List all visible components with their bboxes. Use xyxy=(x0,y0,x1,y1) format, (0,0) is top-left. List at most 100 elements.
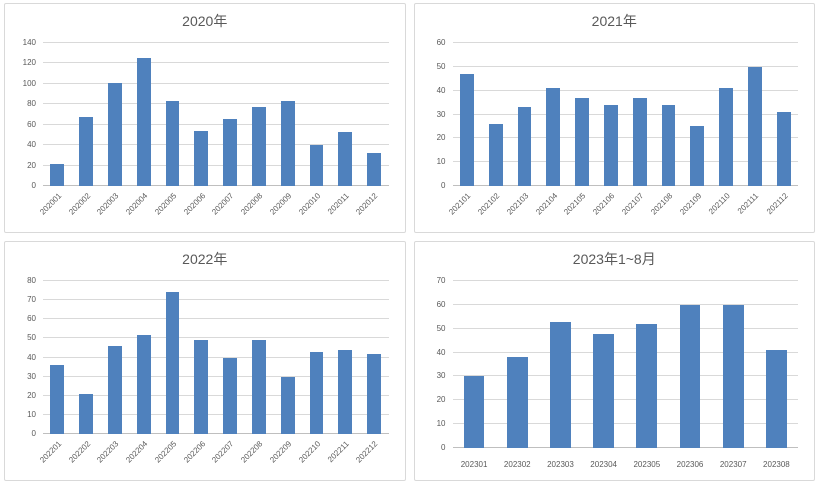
bar-202102 xyxy=(488,124,503,186)
x-tick-label: 202004 xyxy=(124,191,150,217)
y-tick-label: 0 xyxy=(31,429,36,438)
chart-panel-2021[interactable]: 2021年 0 10 20 30 40 50 60 202101 202102 202103 20… xyxy=(413,3,815,233)
bar-202006 xyxy=(194,130,209,186)
gridline xyxy=(43,123,389,125)
chart-panel-2020[interactable]: 2020年 0 20 40 60 80 100 120 140 202001 202002 202… xyxy=(4,3,406,233)
y-tick-label: 20 xyxy=(27,160,36,170)
x-tick: 202105 xyxy=(563,186,597,228)
gridline xyxy=(452,423,798,425)
x-tick-label: 202302 xyxy=(503,460,531,469)
category-slot xyxy=(43,281,72,434)
x-tick: 202204 xyxy=(124,434,158,476)
category-slot xyxy=(187,281,216,434)
bar-202203 xyxy=(108,346,122,434)
category-slot xyxy=(568,43,597,186)
x-tick: 202001 xyxy=(38,186,72,228)
x-tick: 202102 xyxy=(476,186,510,228)
x-tick-label: 202108 xyxy=(648,191,675,217)
chart-title-2020: 2020年 xyxy=(182,13,228,29)
x-tick: 202007 xyxy=(211,186,245,228)
category-slot xyxy=(582,281,625,448)
gridline xyxy=(43,42,389,43)
x-tick: 202109 xyxy=(678,186,712,228)
x-axis-labels: 202101 202102 202103 202104 202105 202106 2021… xyxy=(447,186,799,228)
y-tick-label: 10 xyxy=(436,157,446,167)
y-tick-label: 10 xyxy=(27,409,36,419)
bar-202005 xyxy=(165,101,180,186)
x-tick: 202201 xyxy=(38,434,72,476)
category-slot xyxy=(654,43,683,186)
x-tick: 202106 xyxy=(591,186,625,228)
gridline xyxy=(452,399,798,401)
plot-area: 0 10 20 30 40 50 60 xyxy=(437,39,798,190)
chart-area: 0 20 40 60 80 100 120 140 202001 202002 202003 202… xyxy=(23,39,389,228)
x-axis-line xyxy=(43,433,389,434)
x-tick-label: 202203 xyxy=(95,439,121,465)
bar-202301 xyxy=(463,376,485,448)
x-axis-line xyxy=(452,447,798,448)
category-slot xyxy=(331,281,360,434)
x-tick: 202003 xyxy=(95,186,130,228)
x-tick: 202307 xyxy=(712,454,755,476)
x-tick-label: 202106 xyxy=(591,191,617,217)
x-tick: 202208 xyxy=(239,434,274,476)
y-tick-label: 50 xyxy=(436,323,446,333)
category-slot xyxy=(769,43,798,186)
y-tick-label: 140 xyxy=(22,38,36,47)
category-slot xyxy=(72,43,101,186)
x-tick-label: 202205 xyxy=(153,439,179,465)
bar-series xyxy=(453,281,799,448)
bar-202209 xyxy=(280,376,295,434)
bar-202002 xyxy=(79,116,94,186)
x-tick-label: 202010 xyxy=(296,191,323,217)
bar-202109 xyxy=(690,126,705,186)
bar-202206 xyxy=(194,340,209,434)
bar-202307 xyxy=(722,304,744,448)
y-tick-label: 40 xyxy=(436,347,446,357)
x-tick: 202009 xyxy=(268,186,302,228)
gridline xyxy=(43,280,389,281)
y-tick-label: 100 xyxy=(22,78,36,88)
y-tick-label: 40 xyxy=(27,140,36,150)
x-tick: 202111 xyxy=(736,186,769,228)
y-tick-label: 20 xyxy=(436,395,446,405)
category-slot xyxy=(273,43,302,186)
chart-panel-2022[interactable]: 2022年 0 10 20 30 40 50 60 70 80 202201 202202 2022… xyxy=(4,241,406,481)
x-tick-label: 202303 xyxy=(547,460,574,469)
x-tick-label: 202012 xyxy=(354,191,380,217)
y-tick-label: 60 xyxy=(436,38,446,47)
x-tick: 202305 xyxy=(625,454,668,476)
y-tick-label: 30 xyxy=(436,109,446,119)
gridline xyxy=(43,299,389,301)
category-slot xyxy=(302,281,331,434)
x-tick: 202004 xyxy=(124,186,158,228)
gridline xyxy=(43,82,389,84)
bar-202010 xyxy=(309,145,324,186)
x-tick-label: 202002 xyxy=(66,191,92,217)
category-slot xyxy=(539,43,568,186)
category-slot xyxy=(683,43,712,186)
bar-202207 xyxy=(223,357,238,434)
category-slot xyxy=(101,281,130,434)
x-tick: 202203 xyxy=(95,434,130,476)
chart-panel-2023[interactable]: 2023年1~8月 0 10 20 30 40 50 60 70 202301 202302 20… xyxy=(413,241,815,481)
x-tick-label: 202109 xyxy=(677,191,703,217)
bar-202003 xyxy=(108,82,122,186)
chart-title-2023: 2023年1~8月 xyxy=(572,251,656,267)
category-slot xyxy=(712,43,741,186)
gridline xyxy=(452,351,798,353)
x-tick-label: 202009 xyxy=(268,191,294,217)
bar-202302 xyxy=(506,357,528,448)
plot-area: 0 10 20 30 40 50 60 70 xyxy=(437,277,799,452)
x-tick: 202012 xyxy=(355,186,389,228)
category-slot xyxy=(453,43,482,186)
category-slot xyxy=(158,43,187,186)
bar-202012 xyxy=(367,153,382,186)
bar-202108 xyxy=(661,104,676,186)
x-tick-label: 202305 xyxy=(633,460,661,469)
x-tick-label: 202210 xyxy=(296,439,323,465)
x-tick: 202010 xyxy=(297,186,331,228)
x-tick: 202306 xyxy=(668,454,711,476)
y-tick-label: 60 xyxy=(27,314,36,324)
